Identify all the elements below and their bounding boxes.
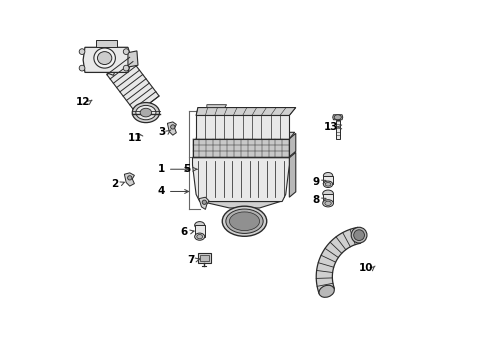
Ellipse shape bbox=[194, 222, 204, 229]
Text: 9: 9 bbox=[312, 177, 319, 187]
Ellipse shape bbox=[123, 49, 129, 54]
Polygon shape bbox=[196, 132, 294, 139]
Ellipse shape bbox=[225, 209, 263, 233]
Polygon shape bbox=[192, 158, 289, 202]
Text: 7: 7 bbox=[186, 255, 194, 265]
Ellipse shape bbox=[350, 227, 366, 243]
Ellipse shape bbox=[132, 103, 159, 123]
Polygon shape bbox=[124, 173, 134, 186]
Ellipse shape bbox=[79, 49, 85, 54]
Text: 8: 8 bbox=[312, 195, 319, 205]
Ellipse shape bbox=[97, 51, 112, 64]
Polygon shape bbox=[289, 152, 295, 197]
Ellipse shape bbox=[170, 125, 175, 129]
Ellipse shape bbox=[325, 183, 330, 186]
Ellipse shape bbox=[140, 108, 151, 117]
Ellipse shape bbox=[196, 234, 202, 239]
Ellipse shape bbox=[79, 65, 85, 71]
Polygon shape bbox=[196, 116, 289, 139]
Polygon shape bbox=[316, 228, 360, 294]
Text: 11: 11 bbox=[128, 133, 142, 143]
Polygon shape bbox=[289, 134, 295, 157]
Polygon shape bbox=[200, 255, 208, 261]
Text: 3: 3 bbox=[158, 127, 165, 136]
Polygon shape bbox=[99, 50, 121, 75]
Text: 5: 5 bbox=[183, 164, 190, 174]
Ellipse shape bbox=[127, 176, 132, 180]
Ellipse shape bbox=[333, 115, 341, 120]
Polygon shape bbox=[196, 108, 295, 116]
Ellipse shape bbox=[229, 212, 259, 230]
Polygon shape bbox=[106, 57, 159, 113]
Polygon shape bbox=[199, 197, 208, 210]
Polygon shape bbox=[96, 40, 117, 47]
Ellipse shape bbox=[323, 172, 332, 179]
Text: 13: 13 bbox=[323, 122, 337, 132]
Ellipse shape bbox=[322, 200, 333, 207]
Polygon shape bbox=[335, 120, 339, 139]
Ellipse shape bbox=[324, 201, 330, 206]
Ellipse shape bbox=[353, 230, 364, 240]
Polygon shape bbox=[167, 122, 176, 135]
Text: 10: 10 bbox=[359, 263, 373, 273]
Polygon shape bbox=[323, 176, 332, 184]
Polygon shape bbox=[192, 139, 289, 157]
Polygon shape bbox=[201, 202, 280, 208]
Polygon shape bbox=[128, 51, 138, 67]
Text: 2: 2 bbox=[111, 179, 118, 189]
Polygon shape bbox=[198, 253, 210, 263]
Ellipse shape bbox=[194, 233, 204, 240]
Ellipse shape bbox=[94, 48, 115, 68]
Ellipse shape bbox=[322, 190, 333, 197]
Text: 4: 4 bbox=[157, 186, 164, 197]
Ellipse shape bbox=[136, 105, 156, 120]
Polygon shape bbox=[322, 194, 333, 203]
Text: 12: 12 bbox=[76, 97, 90, 107]
Ellipse shape bbox=[323, 181, 332, 188]
Polygon shape bbox=[332, 115, 342, 120]
Text: 1: 1 bbox=[157, 164, 164, 174]
Polygon shape bbox=[206, 105, 226, 108]
Ellipse shape bbox=[202, 200, 206, 204]
Ellipse shape bbox=[222, 206, 266, 236]
Ellipse shape bbox=[123, 65, 129, 71]
Ellipse shape bbox=[318, 285, 334, 297]
Polygon shape bbox=[194, 225, 204, 237]
Polygon shape bbox=[83, 47, 131, 72]
Text: 6: 6 bbox=[180, 227, 187, 237]
